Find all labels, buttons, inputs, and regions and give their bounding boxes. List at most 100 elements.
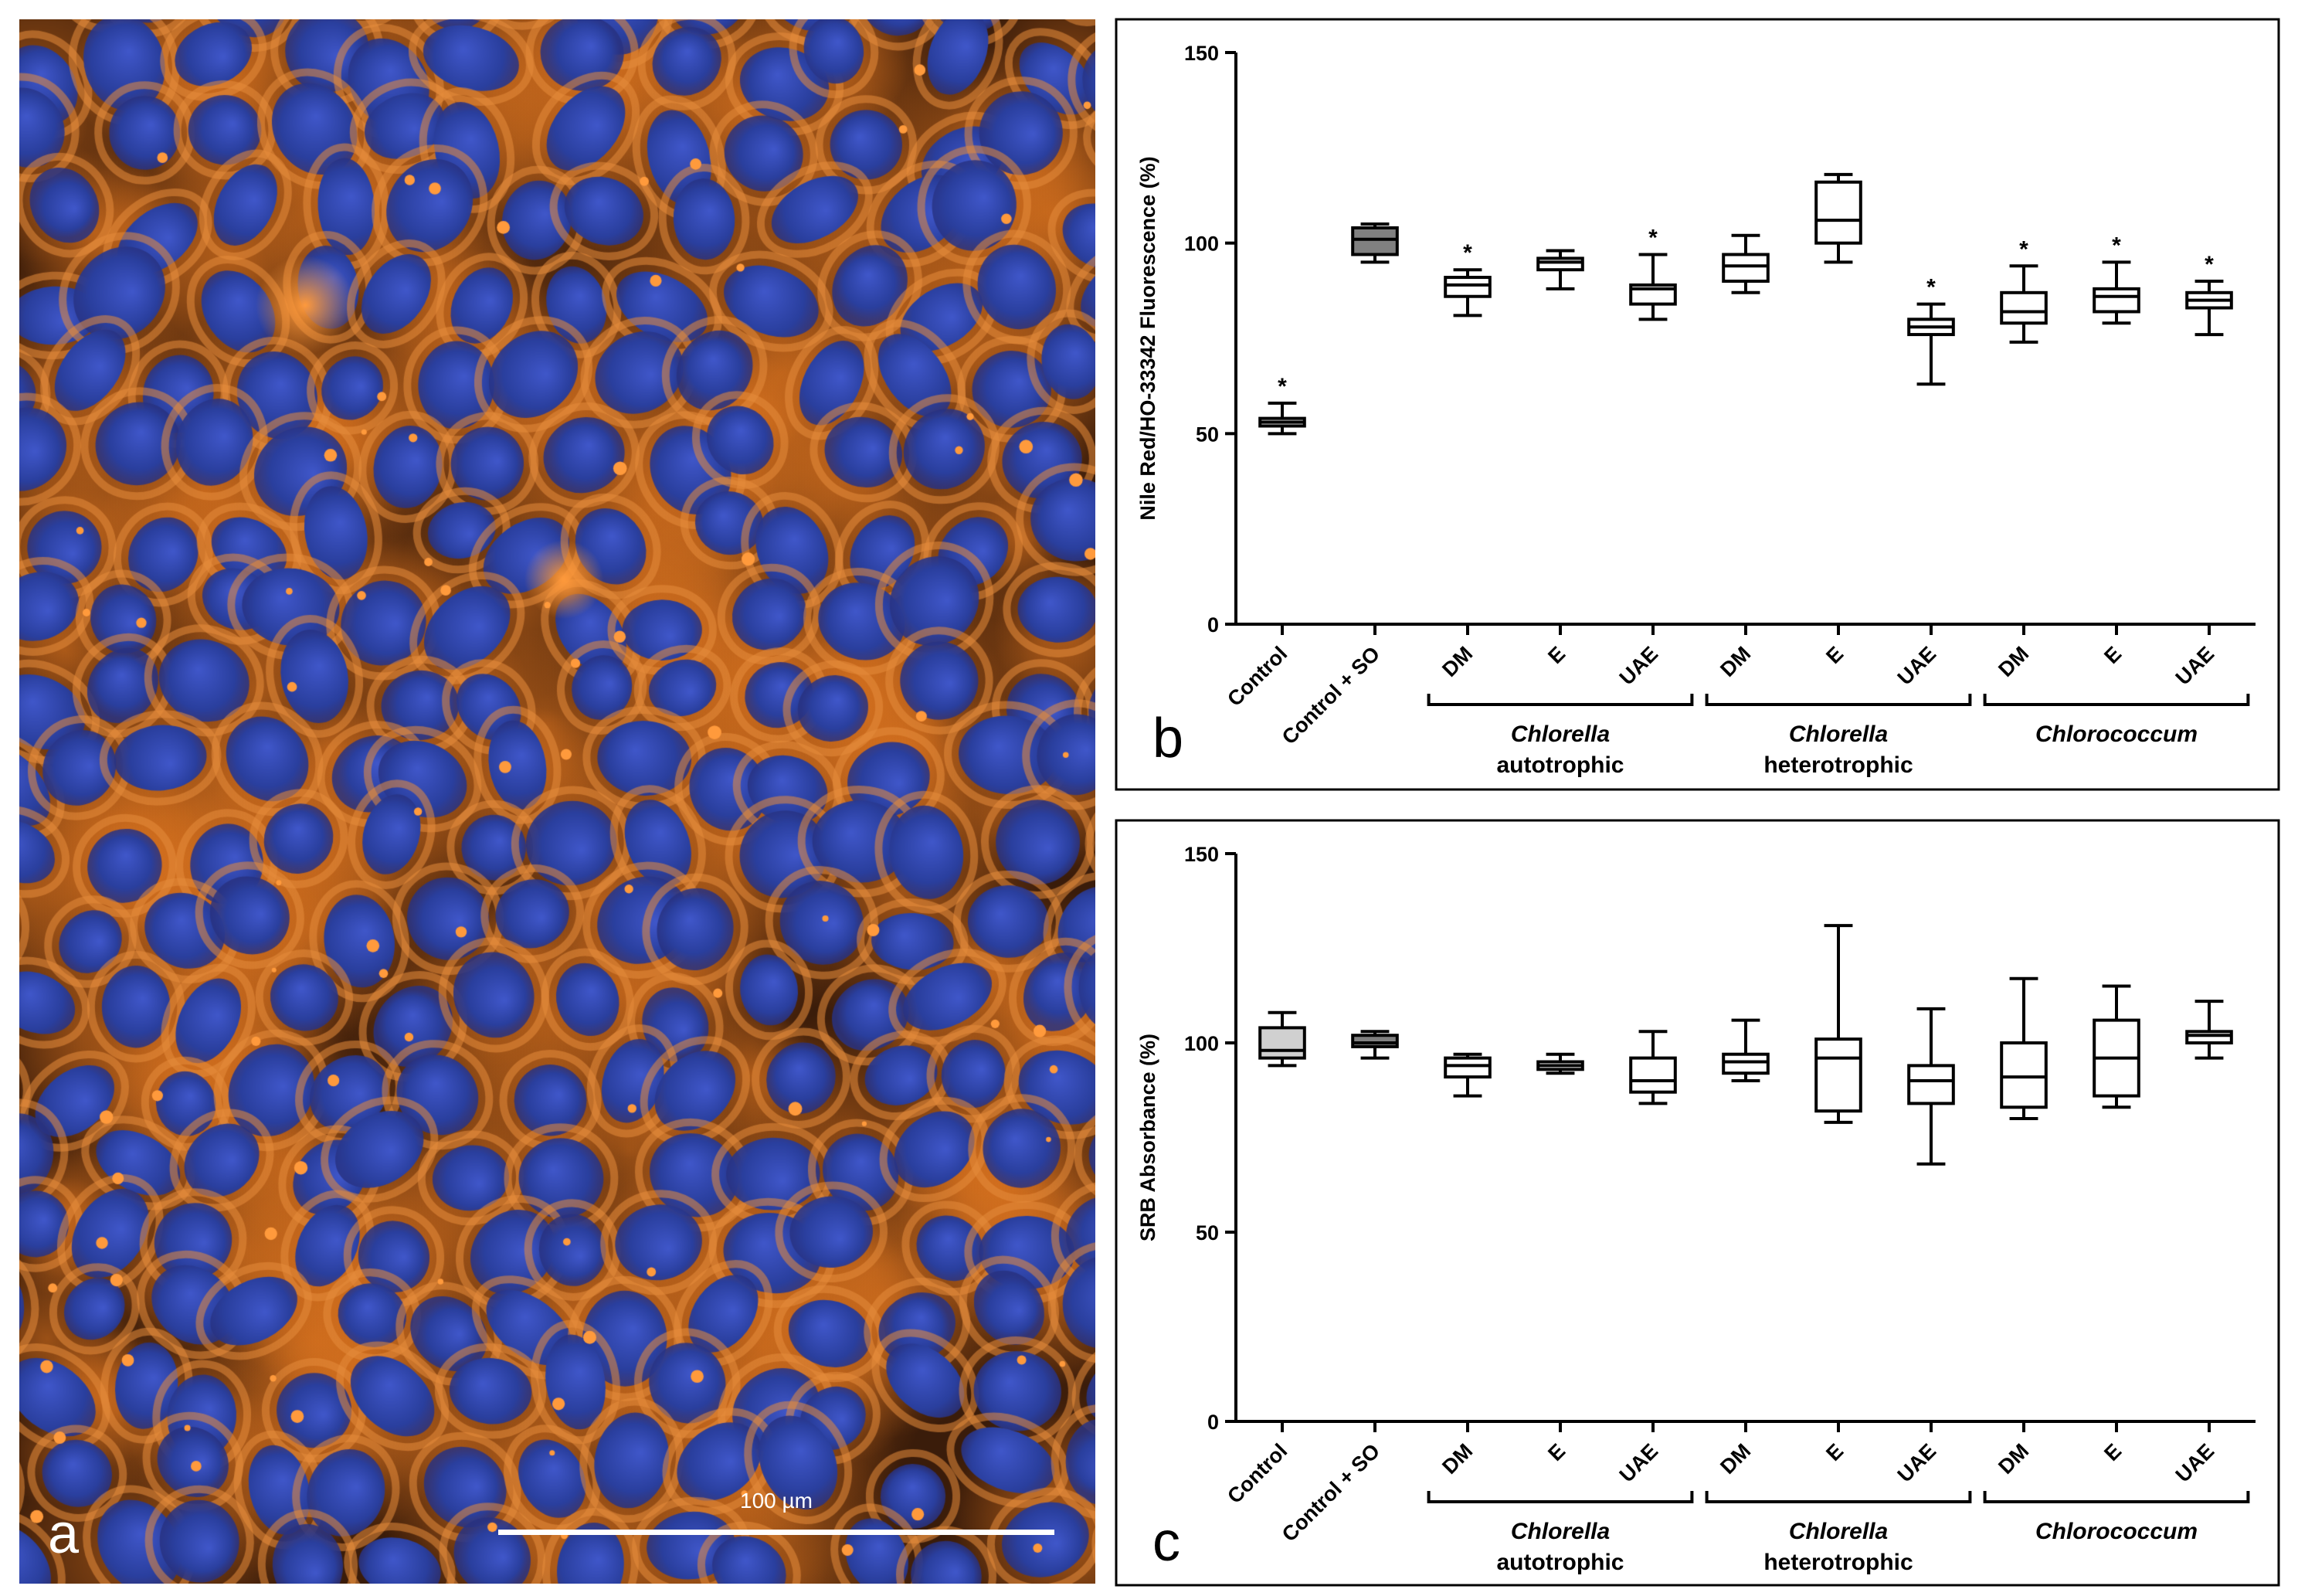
category-label: E: [2099, 642, 2126, 668]
box-10: *: [2185, 252, 2233, 337]
box-iqr: [1814, 1037, 1862, 1113]
panel-b-frame: [1115, 18, 2280, 791]
box-8: [2000, 976, 2048, 1120]
group-bracket: [1427, 1491, 1694, 1503]
group-name: Chlorella: [1511, 722, 1610, 747]
group-subtitle: autotrophic: [1497, 1550, 1624, 1575]
category-label: UAE: [1893, 1439, 1941, 1487]
box-9: [2093, 984, 2140, 1109]
box-iqr: [1907, 1064, 1955, 1105]
panel-c-frame: [1115, 819, 2280, 1587]
category-label: Control: [1223, 1439, 1292, 1508]
box-iqr: [1444, 276, 1492, 298]
panel-letter-b: b: [1152, 708, 1183, 769]
box-iqr: [1351, 226, 1399, 256]
group-bracket: [1705, 694, 1972, 706]
box-8: *: [2000, 236, 2048, 344]
box-10: [2185, 1000, 2233, 1060]
box-5: [1722, 1018, 1770, 1082]
y-tick-label: 150: [1184, 42, 1219, 65]
category-label: Control: [1223, 642, 1292, 711]
category-label: DM: [1716, 1439, 1755, 1479]
box-iqr: [1629, 1056, 1677, 1094]
y-tick-label: 0: [1207, 1411, 1219, 1434]
box-5: [1722, 233, 1770, 294]
box-iqr: [2093, 287, 2140, 314]
y-axis-title: Nile Red/HO-33342 Fluorescence (%): [1136, 156, 1159, 520]
group-bracket: [1983, 694, 2250, 706]
box-4: [1629, 1030, 1677, 1105]
category-label: UAE: [2171, 1439, 2219, 1487]
category-label: E: [1821, 642, 1848, 668]
y-tick-label: 50: [1196, 423, 1219, 446]
box-3: [1536, 1052, 1584, 1075]
box-0: *: [1258, 374, 1306, 436]
scale-bar-label: 100 µm: [740, 1489, 813, 1513]
significance-star: *: [1278, 374, 1287, 399]
group-name: Chlorella: [1789, 722, 1888, 747]
significance-star: *: [1463, 240, 1472, 266]
y-tick-label: 100: [1184, 1032, 1219, 1055]
group-name: Chlorella: [1511, 1519, 1610, 1544]
significance-star: *: [1648, 225, 1658, 250]
panel-letter-a: a: [48, 1503, 80, 1565]
box-4: *: [1629, 225, 1677, 321]
category-label: DM: [1994, 642, 2033, 681]
box-iqr: [1444, 1056, 1492, 1079]
box-iqr: [1722, 1052, 1770, 1075]
box-7: *: [1907, 275, 1955, 386]
category-label: E: [1543, 1439, 1570, 1465]
box-0: [1258, 1010, 1306, 1068]
box-iqr: [1814, 180, 1862, 245]
box-1: [1351, 222, 1399, 264]
micrograph-image: [19, 19, 1095, 1584]
panel-a: 100 µm a: [48, 1489, 1054, 1565]
group-name: Chlorococcum: [2035, 1519, 2198, 1544]
group-subtitle: heterotrophic: [1763, 1550, 1913, 1575]
category-label: UAE: [2171, 642, 2219, 690]
significance-star: *: [2112, 233, 2121, 258]
significance-star: *: [2205, 252, 2214, 277]
box-iqr: [2000, 1041, 2048, 1109]
group-bracket: [1705, 1491, 1972, 1503]
y-axis-title: SRB Absorbance (%): [1136, 1034, 1159, 1241]
box-7: [1907, 1007, 1955, 1166]
category-label: E: [2099, 1439, 2126, 1465]
category-label: DM: [1438, 642, 1477, 681]
significance-star: *: [1926, 275, 1936, 301]
box-1: [1351, 1030, 1399, 1060]
box-iqr: [2185, 1030, 2233, 1045]
category-label: Control + SO: [1278, 642, 1384, 749]
significance-star: *: [2019, 236, 2028, 262]
group-name: Chlorococcum: [2035, 722, 2198, 747]
group-subtitle: autotrophic: [1497, 752, 1624, 778]
category-label: UAE: [1615, 642, 1663, 690]
box-iqr: [1351, 1034, 1399, 1048]
category-label: DM: [1438, 1439, 1477, 1479]
box-iqr: [1722, 253, 1770, 284]
category-label: E: [1543, 642, 1570, 668]
box-6: [1814, 172, 1862, 264]
category-label: DM: [1994, 1439, 2033, 1479]
box-iqr: [2000, 290, 2048, 325]
y-tick-label: 150: [1184, 843, 1219, 866]
box-9: *: [2093, 233, 2140, 325]
panel-c-chart: 0 50 100 150 SRB Absorbance (%) ControlContro…: [1136, 843, 2256, 1575]
box-3: [1536, 249, 1584, 290]
group-subtitle: heterotrophic: [1763, 752, 1913, 778]
box-2: [1444, 1052, 1492, 1098]
panel-b-chart: 0 50 100 150 Nile Red/HO-33342 Fluorescence …: [1136, 42, 2256, 778]
category-label: UAE: [1893, 642, 1941, 690]
group-bracket: [1427, 694, 1694, 706]
box-iqr: [1536, 256, 1584, 272]
y-tick-label: 50: [1196, 1221, 1219, 1245]
category-label: E: [1821, 1439, 1848, 1465]
scale-bar: [498, 1530, 1054, 1535]
panel-letter-c: c: [1152, 1511, 1180, 1573]
y-tick-label: 0: [1207, 613, 1219, 637]
box-6: [1814, 924, 1862, 1124]
box-2: *: [1444, 240, 1492, 318]
category-label: UAE: [1615, 1439, 1663, 1487]
box-iqr: [1258, 1026, 1306, 1060]
